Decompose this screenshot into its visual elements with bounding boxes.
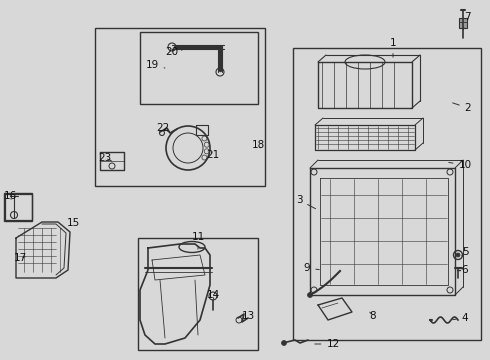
Text: 20: 20 — [166, 47, 182, 57]
Text: 21: 21 — [206, 150, 220, 160]
Text: 23: 23 — [98, 153, 112, 163]
Bar — [140, 32, 258, 104]
Text: 6: 6 — [460, 265, 468, 275]
Bar — [293, 48, 481, 340]
Bar — [459, 18, 467, 28]
Bar — [4, 193, 32, 221]
Text: 9: 9 — [304, 263, 319, 273]
Text: 16: 16 — [3, 191, 17, 201]
Circle shape — [308, 292, 313, 297]
Text: 22: 22 — [156, 123, 170, 133]
Text: 12: 12 — [315, 339, 340, 349]
Text: 13: 13 — [242, 311, 255, 321]
Bar — [95, 28, 265, 186]
Circle shape — [456, 253, 460, 257]
Circle shape — [281, 341, 287, 346]
Text: 19: 19 — [146, 60, 165, 70]
Text: 5: 5 — [462, 247, 468, 257]
Text: 18: 18 — [251, 140, 265, 150]
Text: 17: 17 — [13, 253, 26, 263]
Text: 7: 7 — [463, 12, 470, 30]
Text: 15: 15 — [61, 218, 79, 229]
Text: 4: 4 — [453, 313, 468, 323]
Text: 8: 8 — [369, 311, 376, 321]
Bar — [138, 238, 258, 350]
Text: 14: 14 — [206, 290, 220, 300]
Text: 10: 10 — [449, 160, 471, 170]
Text: 11: 11 — [192, 232, 205, 249]
Text: 1: 1 — [390, 38, 396, 57]
Text: 2: 2 — [453, 103, 471, 113]
Text: 3: 3 — [295, 195, 316, 209]
